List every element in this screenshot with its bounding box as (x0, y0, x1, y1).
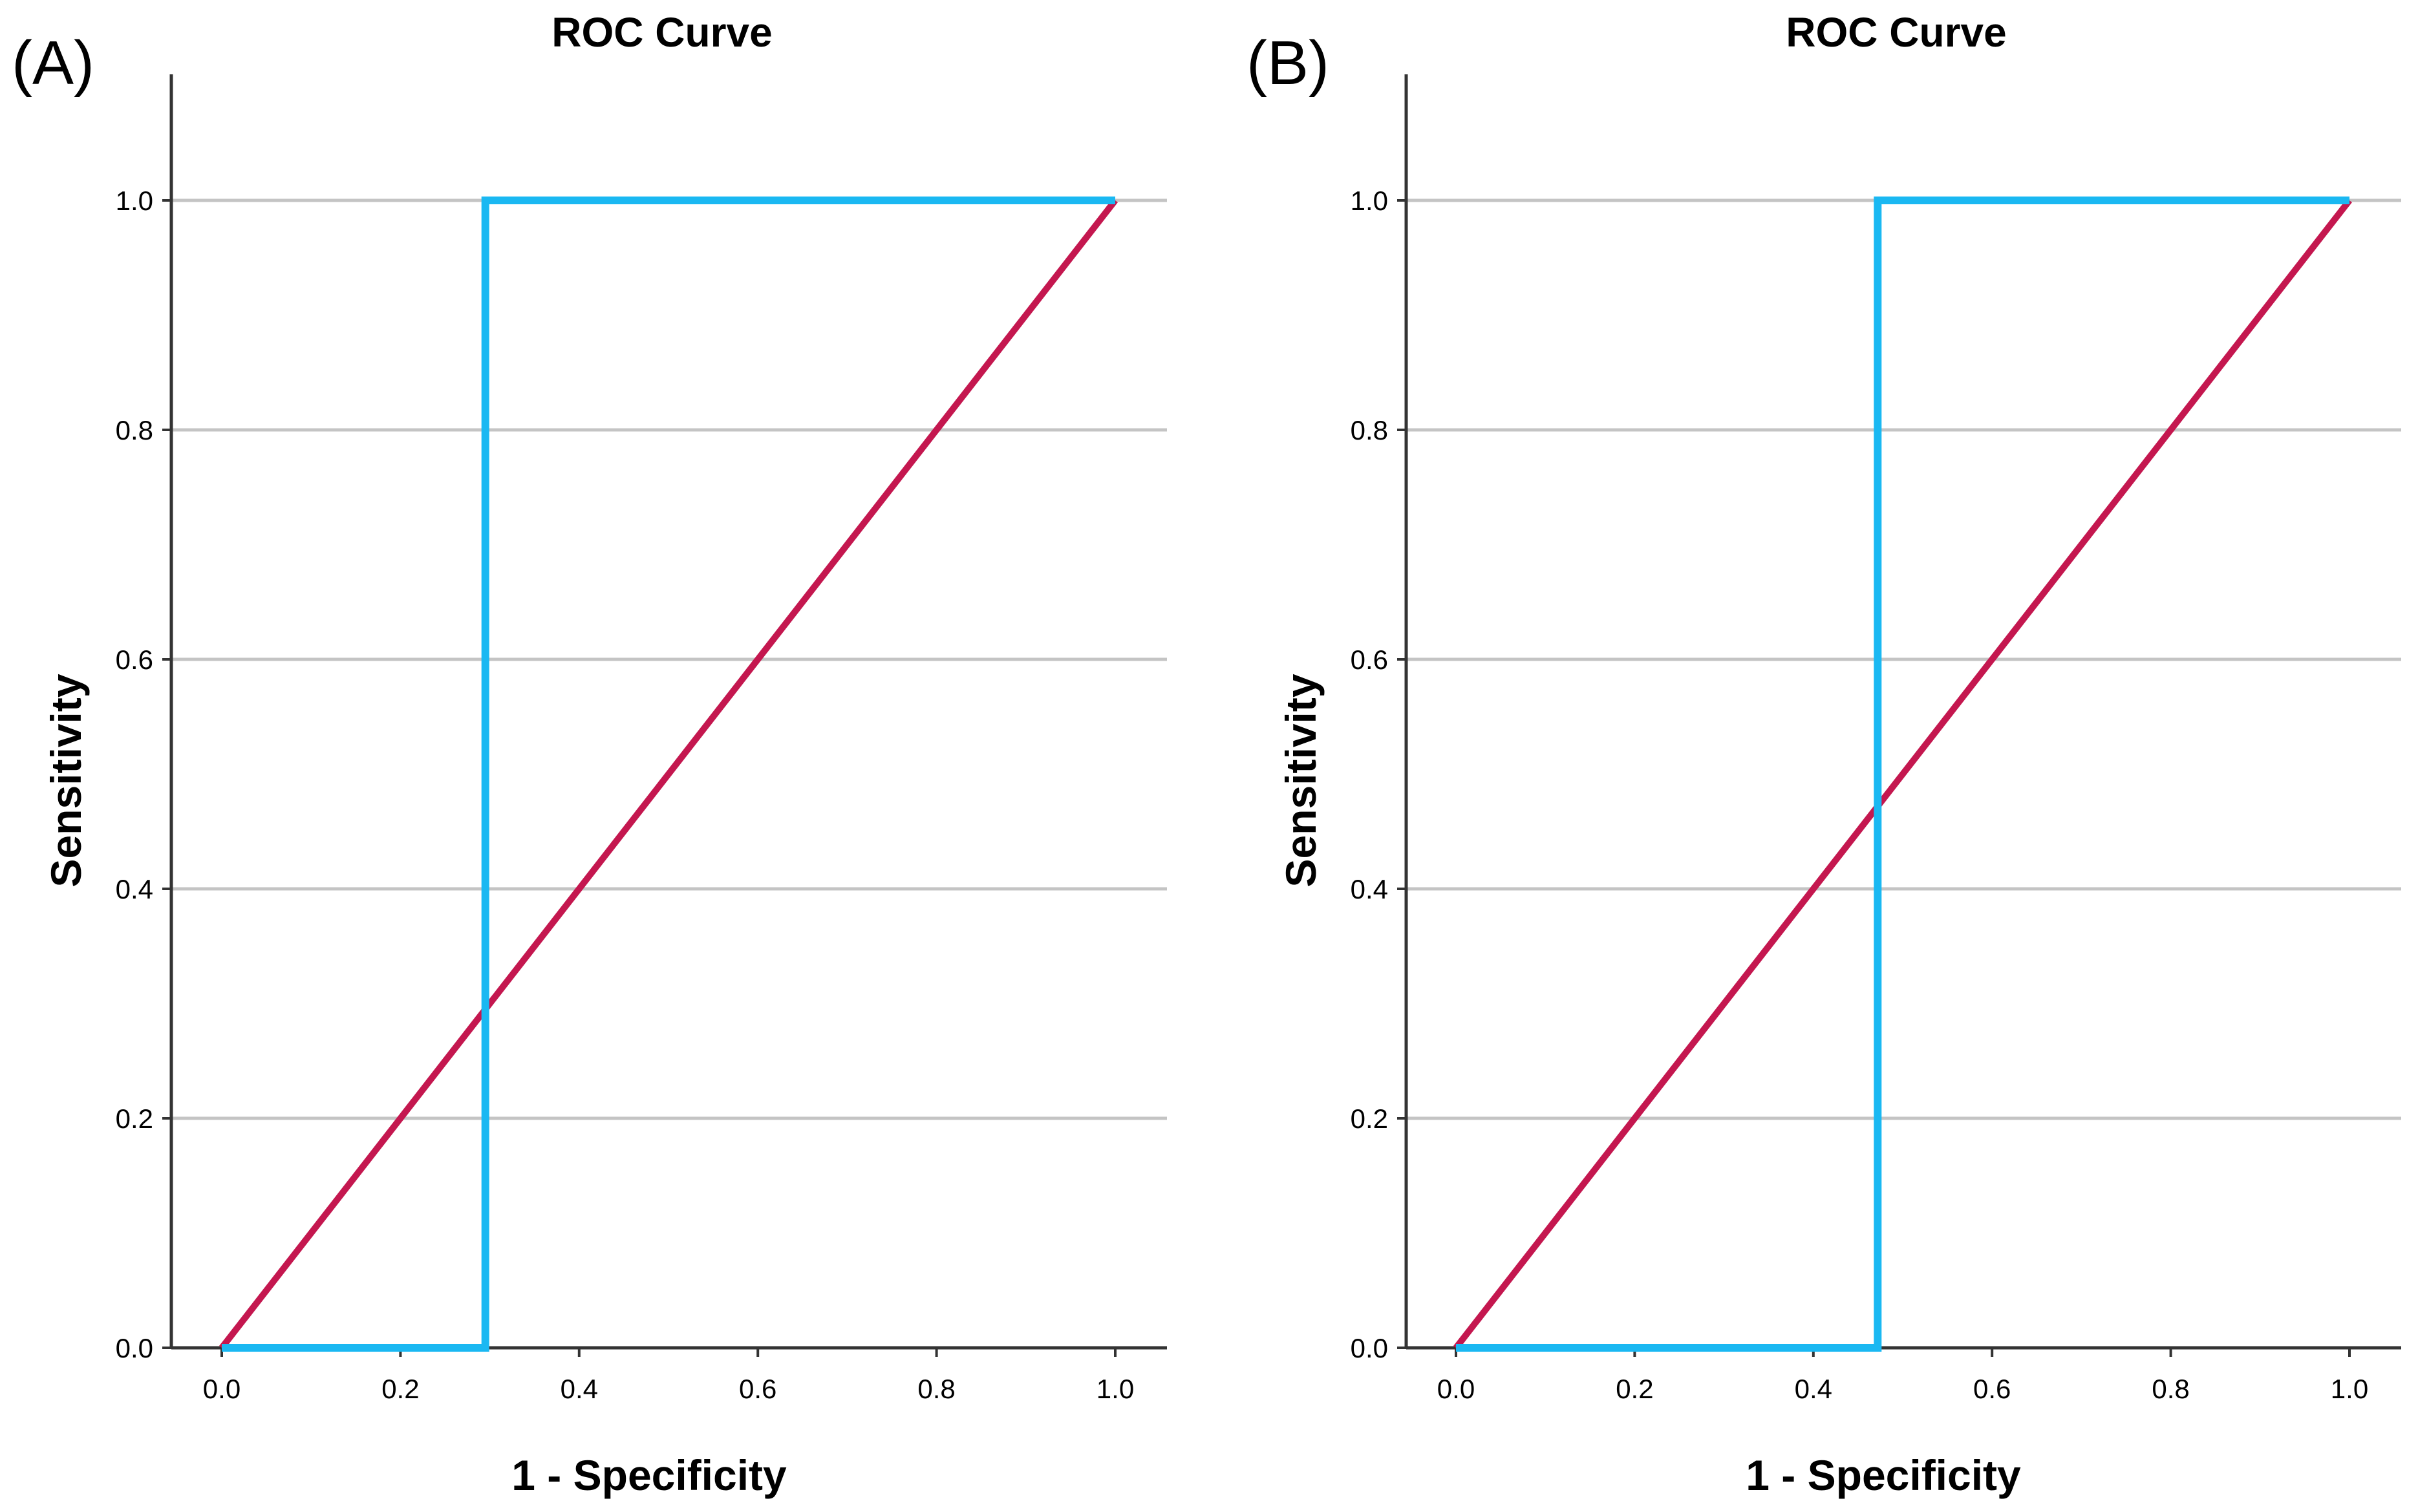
roc-curve-line (222, 197, 1115, 1352)
x-tick-label: 0.2 (381, 1374, 419, 1404)
x-tick-label: 0.8 (2152, 1374, 2189, 1404)
y-tick-label: 1.0 (1351, 186, 1388, 216)
x-tick-label: 0.8 (917, 1374, 955, 1404)
y-tick-label: 0.0 (116, 1333, 153, 1363)
y-tick-label: 0.6 (1351, 644, 1388, 675)
y-tick-label: 1.0 (116, 186, 153, 216)
x-tick-label: 0.0 (203, 1374, 241, 1404)
chart-title: ROC Curve (551, 9, 772, 56)
x-tick-label: 0.6 (1973, 1374, 2011, 1404)
x-axis-title: 1 - Specificity (511, 1451, 787, 1499)
y-tick-label: 0.2 (1351, 1103, 1388, 1134)
panel-label: (A) (12, 28, 94, 98)
chart-title: ROC Curve (1786, 9, 2006, 56)
y-tick-label: 0.6 (116, 644, 153, 675)
panel-label: (B) (1246, 28, 1329, 98)
roc-panel-b: (B) ROC Curve 0.0 0.2 0.4 0.6 0.8 1.0 0.0 0.2 0.4 0… (1246, 9, 2401, 1499)
y-axis-title: Sensitivity (42, 674, 90, 887)
y-tick-label: 0.8 (1351, 415, 1388, 445)
x-tick-label: 0.4 (561, 1374, 598, 1404)
x-tick-label: 1.0 (1097, 1374, 1134, 1404)
reference-diagonal-line (1453, 198, 2352, 1350)
roc-panel-a: (A) ROC Curve 0.0 0.2 0.4 0.6 0.8 1.0 0.0 0.2 0.4 0… (12, 9, 1167, 1499)
x-tick-label: 0.2 (1616, 1374, 1653, 1404)
x-axis-title: 1 - Specificity (1746, 1451, 2021, 1499)
x-tick-label: 1.0 (2331, 1374, 2368, 1404)
y-tick-label: 0.0 (1351, 1333, 1388, 1363)
x-tick-label: 0.0 (1437, 1374, 1475, 1404)
y-tick-label: 0.4 (116, 874, 153, 904)
x-tick-label: 0.4 (1795, 1374, 1832, 1404)
x-tick-label: 0.6 (739, 1374, 776, 1404)
y-tick-label: 0.2 (116, 1103, 153, 1134)
reference-diagonal-line (219, 198, 1118, 1350)
y-axis-title: Sensitivity (1277, 674, 1325, 887)
roc-curve-line (1456, 197, 2349, 1352)
y-tick-label: 0.4 (1351, 874, 1388, 904)
y-tick-label: 0.8 (116, 415, 153, 445)
